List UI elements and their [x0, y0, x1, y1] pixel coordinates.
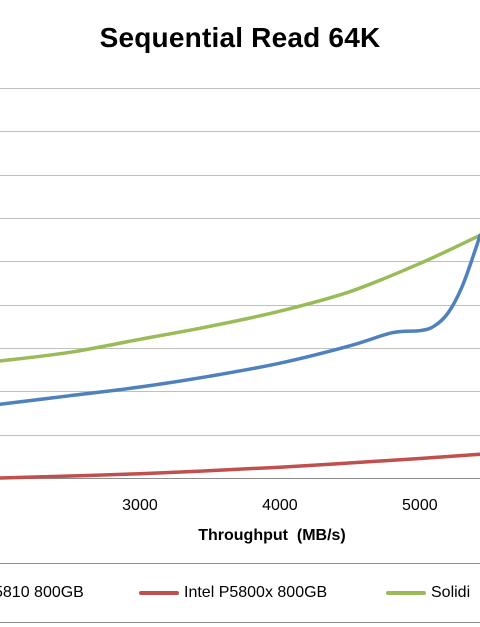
gridlines [0, 88, 480, 479]
legend-item-5810: 5810 800GB [0, 584, 84, 602]
legend-label-5810: 5810 800GB [0, 584, 84, 601]
series-line-2 [0, 233, 480, 363]
x-tick-label: 4000 [262, 497, 298, 514]
x-tick-label: 3000 [122, 497, 158, 514]
legend-item-solidi: Solidi [386, 584, 470, 602]
series-lines [0, 233, 480, 480]
x-axis-label: Throughput (MB/s) [198, 527, 346, 544]
chart-bottom-border [0, 622, 480, 623]
legend-item-intel-p5800x: Intel P5800x 800GB [139, 584, 327, 602]
legend-swatch-intel-p5800x [139, 591, 179, 595]
legend-top-divider [0, 563, 480, 564]
legend-label-solidi: Solidi [431, 584, 471, 601]
series-line-1 [0, 452, 480, 480]
chart-title: Sequential Read 64K [99, 22, 381, 53]
legend-swatch-solidi [386, 591, 426, 595]
series-line-0 [0, 233, 480, 407]
x-tick-labels: 3000 4000 5000 [122, 497, 438, 514]
x-tick-label: 5000 [402, 497, 438, 514]
legend-label-intel-p5800x: Intel P5800x 800GB [184, 584, 328, 601]
